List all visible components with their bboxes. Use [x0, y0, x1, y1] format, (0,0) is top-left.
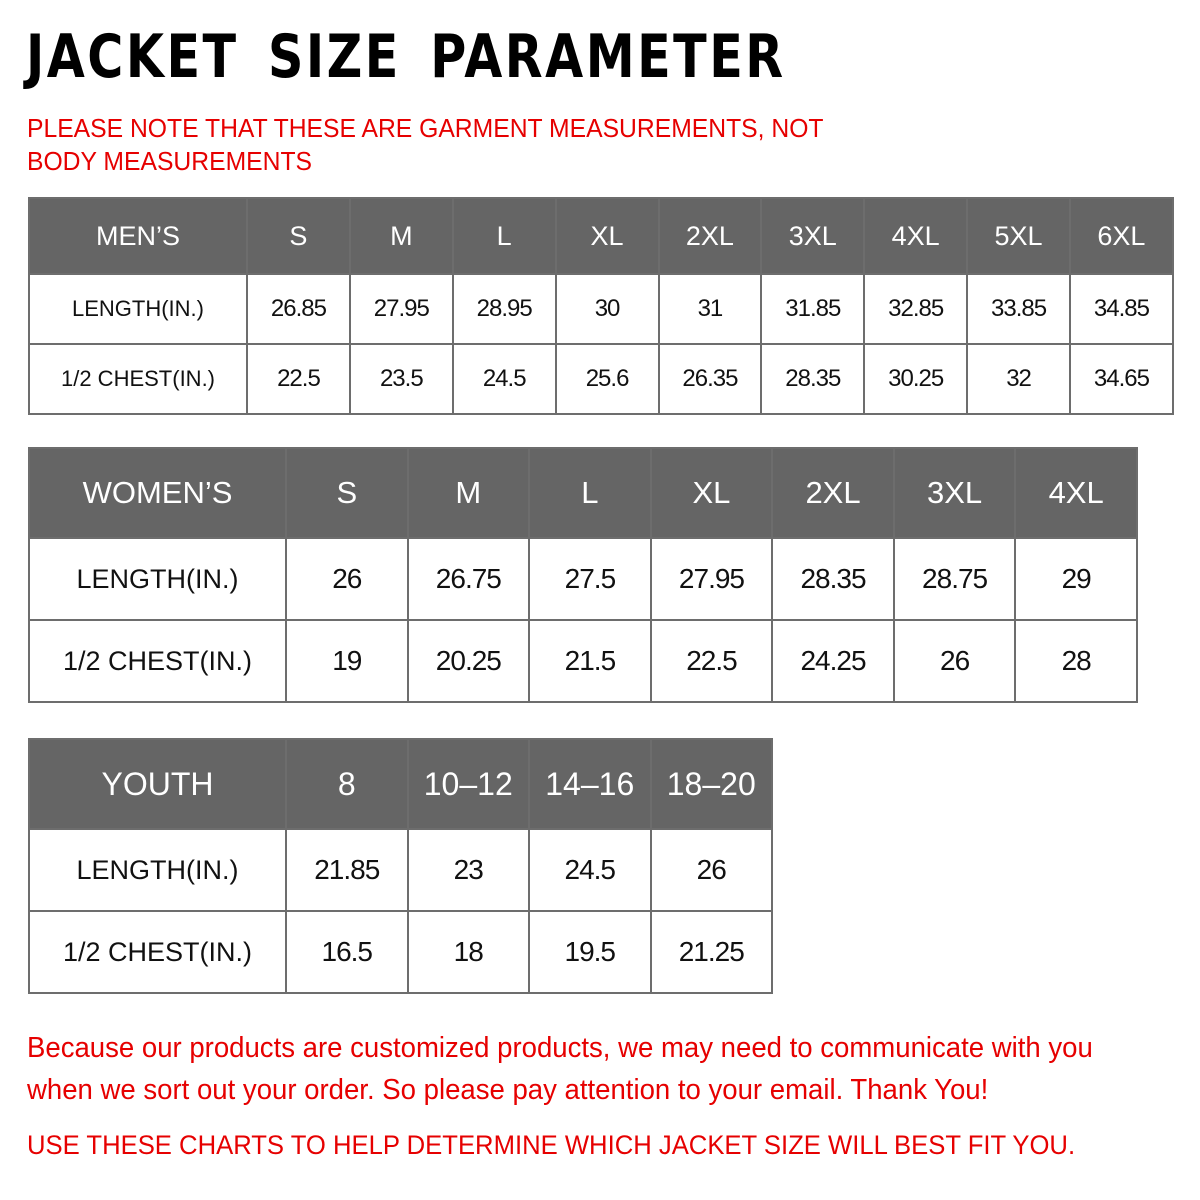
measurement-cell: 19 — [285, 619, 409, 703]
table-row: LENGTH(IN.) 21.85 23 24.5 26 — [28, 828, 773, 912]
table-row: 1/2 CHEST(IN.) 22.5 23.5 24.5 25.6 26.35 28.35… — [28, 343, 1174, 415]
measurement-cell: 26 — [892, 619, 1017, 703]
custom-order-message: Because our products are customized prod… — [27, 1032, 1093, 1106]
size-header: 10–12 — [406, 738, 530, 830]
row-label: LENGTH(IN.) — [28, 828, 287, 912]
size-header: S — [246, 197, 351, 275]
table-category-header: MEN’S — [28, 197, 248, 275]
measurement-cell: 30.25 — [863, 343, 969, 415]
measurement-cell: 26.75 — [406, 537, 531, 621]
header-row: MEN’S S M L XL 2XL 3XL 4XL 5XL 6XL — [28, 197, 1174, 275]
row-label: 1/2 CHEST(IN.) — [28, 343, 248, 415]
measurement-cell: 23 — [406, 828, 530, 912]
measurement-cell: 19.5 — [528, 910, 652, 994]
size-header: 3XL — [892, 447, 1017, 539]
table-category-header: WOMEN’S — [28, 447, 287, 539]
measurement-cell: 32 — [966, 343, 1071, 415]
size-header: 8 — [285, 738, 409, 830]
row-label: 1/2 CHEST(IN.) — [28, 910, 287, 994]
measurement-cell: 16.5 — [285, 910, 409, 994]
page-title: JACKET SIZE PARAMETER — [26, 22, 786, 92]
size-header: 3XL — [760, 197, 866, 275]
table-row: LENGTH(IN.) 26 26.75 27.5 27.95 28.35 28.75 29 — [28, 537, 1138, 621]
measurement-cell: 27.5 — [528, 537, 652, 621]
size-header: 5XL — [966, 197, 1071, 275]
size-header: 4XL — [1014, 447, 1138, 539]
header-row: YOUTH 8 10–12 14–16 18–20 — [28, 738, 773, 830]
measurement-cell: 24.5 — [528, 828, 652, 912]
size-header: L — [528, 447, 652, 539]
size-header: XL — [649, 447, 774, 539]
measurement-cell: 24.5 — [451, 343, 557, 415]
size-header: 2XL — [657, 197, 763, 275]
header-row: WOMEN’S S M L XL 2XL 3XL 4XL — [28, 447, 1138, 539]
measurement-cell: 22.5 — [649, 619, 774, 703]
womens-size-table: WOMEN’S S M L XL 2XL 3XL 4XL LENGTH(IN.) 26 26.75 2… — [28, 447, 1138, 703]
size-header: 2XL — [771, 447, 895, 539]
measurement-cell: 21.25 — [649, 910, 773, 994]
measurement-cell: 33.85 — [966, 273, 1071, 345]
row-label: 1/2 CHEST(IN.) — [28, 619, 287, 703]
measurement-cell: 25.6 — [554, 343, 660, 415]
measurement-cell: 27.95 — [348, 273, 454, 345]
measurement-cell: 21.85 — [285, 828, 409, 912]
measurement-cell: 31.85 — [760, 273, 866, 345]
mens-size-table: MEN’S S M L XL 2XL 3XL 4XL 5XL 6XL LENGTH(IN.) 26.8… — [28, 197, 1174, 415]
row-label: LENGTH(IN.) — [28, 273, 248, 345]
measurement-cell: 26.35 — [657, 343, 763, 415]
size-header: M — [348, 197, 454, 275]
table-category-header: YOUTH — [28, 738, 287, 830]
measurement-cell: 26.85 — [246, 273, 351, 345]
size-header: M — [406, 447, 531, 539]
measurement-cell: 34.85 — [1069, 273, 1174, 345]
measurement-cell: 30 — [554, 273, 660, 345]
measurement-cell: 26 — [285, 537, 409, 621]
measurement-cell: 27.95 — [649, 537, 774, 621]
measurement-cell: 21.5 — [528, 619, 652, 703]
measurement-cell: 28.35 — [771, 537, 895, 621]
measurement-cell: 32.85 — [863, 273, 969, 345]
measurement-cell: 34.65 — [1069, 343, 1174, 415]
table-row: 1/2 CHEST(IN.) 16.5 18 19.5 21.25 — [28, 910, 773, 994]
size-header: S — [285, 447, 409, 539]
size-header: L — [451, 197, 557, 275]
measurement-cell: 26 — [649, 828, 773, 912]
measurement-note: PLEASE NOTE THAT THESE ARE GARMENT MEASU… — [27, 113, 824, 176]
table-row: 1/2 CHEST(IN.) 19 20.25 21.5 22.5 24.25 26 28 — [28, 619, 1138, 703]
size-header: 18–20 — [649, 738, 773, 830]
measurement-cell: 22.5 — [246, 343, 351, 415]
measurement-cell: 28.75 — [892, 537, 1017, 621]
size-header: XL — [554, 197, 660, 275]
measurement-cell: 23.5 — [348, 343, 454, 415]
measurement-cell: 20.25 — [406, 619, 531, 703]
measurement-cell: 18 — [406, 910, 530, 994]
measurement-cell: 28 — [1014, 619, 1138, 703]
youth-size-table: YOUTH 8 10–12 14–16 18–20 LENGTH(IN.) 21.85 23 2… — [28, 738, 773, 994]
table-row: LENGTH(IN.) 26.85 27.95 28.95 30 31 31.85 32.85… — [28, 273, 1174, 345]
measurement-cell: 28.95 — [451, 273, 557, 345]
measurement-cell: 24.25 — [771, 619, 895, 703]
size-header: 14–16 — [528, 738, 652, 830]
measurement-cell: 31 — [657, 273, 763, 345]
size-header: 4XL — [863, 197, 969, 275]
sizing-advice: USE THESE CHARTS TO HELP DETERMINE WHICH… — [27, 1130, 1076, 1160]
row-label: LENGTH(IN.) — [28, 537, 287, 621]
size-header: 6XL — [1069, 197, 1174, 275]
measurement-cell: 28.35 — [760, 343, 866, 415]
measurement-cell: 29 — [1014, 537, 1138, 621]
